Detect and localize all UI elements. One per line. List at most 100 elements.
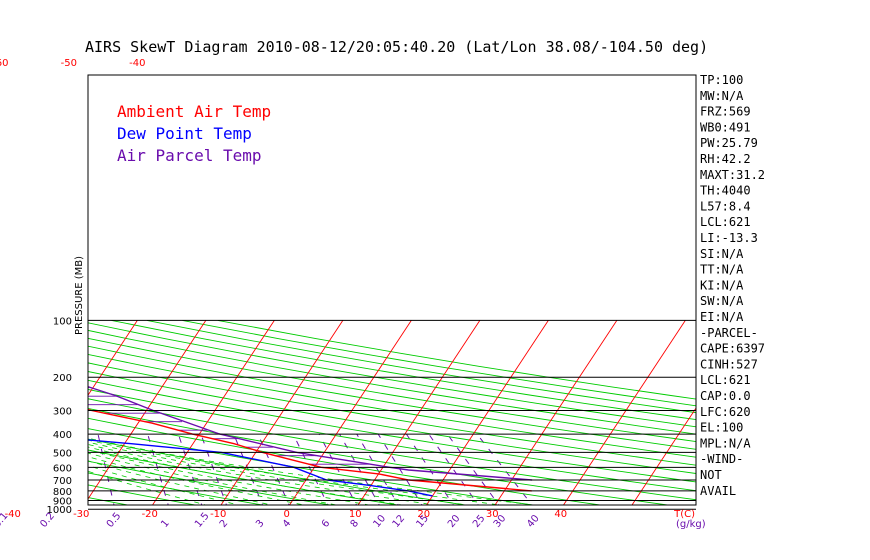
dry-adiabat [88, 449, 401, 505]
moist-adiabat [88, 446, 405, 505]
moist-adiabat [88, 460, 273, 505]
bottom-temp-tick-label: 20 [417, 509, 430, 520]
mixing-ratio-tick-label: 20 [446, 513, 463, 530]
pressure-tick-label: 1000 [47, 505, 72, 516]
mixing-ratio-line [0, 434, 2, 509]
series-line-2 [88, 385, 533, 481]
legend-entry: Ambient Air Temp [117, 102, 271, 121]
index-label: LCL:621 [700, 215, 751, 229]
plot-grid [0, 74, 697, 513]
pressure-tick-label: 500 [53, 448, 72, 459]
bottom-temp-tick-label: -20 [142, 509, 158, 520]
index-label: TH:4040 [700, 184, 751, 198]
index-label: -PARCEL- [700, 326, 758, 340]
pressure-tick-label: 300 [53, 406, 72, 417]
moist-adiabat [88, 439, 503, 505]
mixing-ratio-tick-label: 3 [254, 518, 267, 530]
index-label: SI:N/A [700, 247, 744, 261]
mixing-ratio-tick-label: 0.1 [0, 511, 10, 530]
isotherm [220, 320, 344, 505]
dry-adiabat [88, 398, 696, 501]
dry-adiabat [182, 319, 696, 407]
mixing-ratio-line [476, 433, 533, 505]
dry-adiabat [88, 345, 696, 450]
index-label: MW:N/A [700, 89, 744, 103]
dry-adiabat [88, 322, 696, 428]
pressure-tick-label: 400 [53, 430, 72, 441]
isotherm [288, 320, 412, 505]
index-label: LFC:620 [700, 405, 751, 419]
dry-adiabat [146, 319, 696, 414]
x-axis-label: T(C) [673, 509, 695, 520]
chart-legend: Ambient Air Temp Dew Point Temp Air Parcel… [117, 102, 271, 165]
chart-title: AIRS SkewT Diagram 2010-08-12/20:05:40.2… [85, 38, 708, 56]
index-label: -WIND- [700, 452, 743, 466]
index-label: CINH:527 [700, 357, 758, 371]
y-axis-label: PRESSURE (MB) [74, 256, 85, 335]
pressure-tick-label: 900 [53, 497, 72, 508]
plot-frame [87, 74, 697, 506]
index-label: L57:8.4 [700, 199, 751, 213]
index-label: MPL:N/A [700, 436, 751, 450]
bottom-temp-tick-label: 30 [486, 509, 499, 520]
dry-adiabat [88, 407, 671, 505]
mixing-ratio-line [356, 433, 399, 505]
dry-adiabat [0, 320, 33, 513]
dry-adiabat [88, 371, 696, 474]
mixing-ratio-tick-label: 6 [320, 518, 333, 530]
pressure-tick-label: 700 [53, 476, 72, 487]
isotherm [88, 320, 138, 396]
index-label: NOT [700, 468, 722, 482]
isotherm [494, 320, 618, 505]
index-label: CAPE:6397 [700, 342, 765, 356]
dry-adiabat [88, 379, 696, 483]
index-label: TT:N/A [700, 263, 744, 277]
index-label: RH:42.2 [700, 152, 751, 166]
dry-adiabat [88, 484, 198, 505]
mixing-ratio-tick-label: 2 [218, 518, 231, 530]
mixing-ratio-line [318, 433, 358, 505]
index-label: EL:100 [700, 421, 743, 435]
mixing-ratio-unit-label: (g/kg) [676, 519, 706, 530]
bottom-temp-tick-label: -30 [73, 509, 89, 520]
dry-adiabat [88, 472, 265, 505]
dry-adiabat [88, 497, 130, 505]
mixing-ratio-tick-label: 4 [281, 518, 294, 530]
pressure-tick-label: 100 [53, 316, 72, 327]
dry-adiabat [88, 354, 696, 458]
legend-entry: Dew Point Temp [117, 124, 252, 143]
index-label: SW:N/A [700, 294, 744, 308]
bottom-temp-tick-label: -40 [5, 509, 21, 520]
pressure-tick-label: 200 [53, 373, 72, 384]
isotherm [357, 320, 481, 505]
index-label: CAP:0.0 [700, 389, 751, 403]
mixing-ratio-tick-label: 10 [372, 513, 389, 530]
index-label: FRZ:569 [700, 105, 751, 119]
dry-adiabat [88, 460, 333, 505]
bottom-temp-tick-label: 0 [284, 509, 290, 520]
mixing-ratio-tick-label: 1 [159, 518, 172, 530]
bottom-temp-tick-label: -10 [210, 509, 226, 520]
moist-adiabat [88, 470, 207, 505]
dry-adiabat [0, 320, 102, 513]
mixing-ratio-line [37, 434, 48, 509]
top-temp-tick-label: -60 [0, 58, 9, 69]
index-label: TP:100 [700, 73, 743, 87]
mixing-ratio-tick-label: 8 [349, 518, 362, 530]
dry-adiabat [111, 319, 696, 421]
top-temp-tick-label: -50 [61, 58, 77, 69]
isotherm [562, 320, 686, 505]
cape-hatch [88, 387, 369, 465]
index-label: LCL:621 [700, 373, 751, 387]
mixing-ratio-tick-label: 12 [391, 513, 408, 530]
dry-adiabat [88, 337, 696, 443]
dry-adiabat [88, 362, 696, 466]
isotherm [88, 320, 207, 500]
index-label: WB0:491 [700, 120, 751, 134]
isotherm [631, 407, 696, 505]
index-label: LI:-13.3 [700, 231, 758, 245]
isotherm [151, 320, 275, 505]
mixing-ratio-tick-label: 0.5 [105, 511, 124, 530]
